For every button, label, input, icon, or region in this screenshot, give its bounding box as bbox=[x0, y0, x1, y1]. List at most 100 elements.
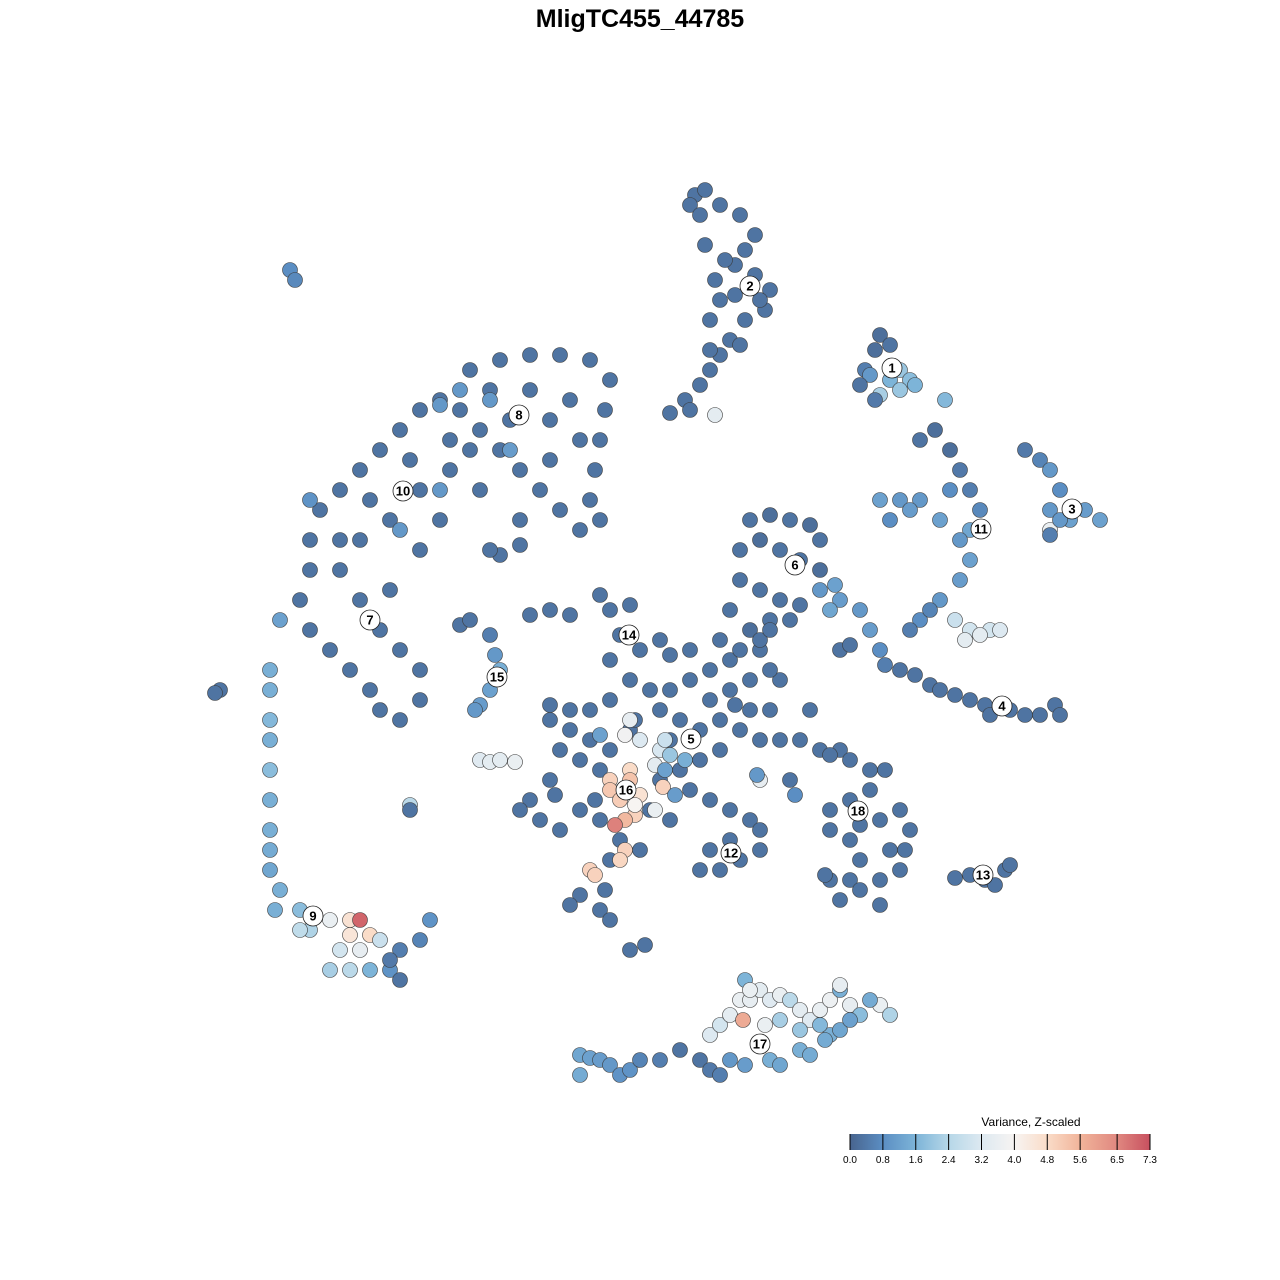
data-point bbox=[757, 1017, 773, 1033]
cluster-label-text: 3 bbox=[1068, 502, 1075, 517]
data-point bbox=[702, 842, 718, 858]
data-point bbox=[772, 1057, 788, 1073]
data-point bbox=[462, 612, 478, 628]
cluster-label-badge bbox=[784, 554, 806, 576]
data-point bbox=[412, 402, 428, 418]
data-point bbox=[602, 912, 618, 928]
data-point bbox=[752, 732, 768, 748]
data-point bbox=[512, 512, 528, 528]
data-point bbox=[902, 502, 918, 518]
data-point bbox=[412, 932, 428, 948]
data-point bbox=[772, 732, 788, 748]
cluster-label-badge bbox=[991, 695, 1013, 717]
data-point bbox=[682, 672, 698, 688]
cluster-label-8: 8 bbox=[508, 404, 530, 426]
legend-tick-label: 3.2 bbox=[975, 1155, 989, 1166]
data-point bbox=[862, 622, 878, 638]
data-point bbox=[692, 752, 708, 768]
data-point bbox=[772, 1012, 788, 1028]
data-point bbox=[1032, 452, 1048, 468]
data-point bbox=[782, 612, 798, 628]
data-point bbox=[892, 862, 908, 878]
data-point bbox=[962, 482, 978, 498]
data-point bbox=[652, 1052, 668, 1068]
data-point bbox=[752, 532, 768, 548]
color-legend: Variance, Z-scaled 0.0 0.8 1.6 2.4 3.2 4.0 4.8… bbox=[843, 1115, 1157, 1166]
data-point bbox=[322, 912, 338, 928]
data-point bbox=[542, 697, 558, 713]
data-point bbox=[332, 482, 348, 498]
data-point bbox=[702, 362, 718, 378]
data-point bbox=[852, 602, 868, 618]
cluster-label-badge bbox=[680, 728, 702, 750]
data-point bbox=[1042, 462, 1058, 478]
data-point bbox=[912, 612, 928, 628]
data-point bbox=[322, 642, 338, 658]
data-point bbox=[562, 897, 578, 913]
data-point bbox=[582, 702, 598, 718]
data-point bbox=[572, 1067, 588, 1083]
data-point bbox=[717, 252, 733, 268]
legend-tick-label: 2.4 bbox=[942, 1155, 956, 1166]
data-point bbox=[662, 682, 678, 698]
data-point bbox=[692, 377, 708, 393]
data-point bbox=[582, 492, 598, 508]
data-point bbox=[842, 752, 858, 768]
data-point bbox=[362, 962, 378, 978]
data-point bbox=[702, 692, 718, 708]
cluster-label-2: 2 bbox=[739, 275, 761, 297]
data-point bbox=[892, 382, 908, 398]
legend-tick-label: 5.6 bbox=[1073, 1155, 1087, 1166]
data-point bbox=[952, 572, 968, 588]
data-point bbox=[752, 842, 768, 858]
data-point bbox=[747, 227, 763, 243]
data-point bbox=[512, 537, 528, 553]
cluster-label-text: 1 bbox=[888, 361, 895, 376]
cluster-label-text: 8 bbox=[515, 408, 522, 423]
data-point bbox=[655, 779, 671, 795]
data-point bbox=[657, 762, 673, 778]
data-point bbox=[712, 1067, 728, 1083]
data-point bbox=[992, 622, 1008, 638]
data-point bbox=[902, 622, 918, 638]
cluster-label-13: 13 bbox=[972, 864, 994, 886]
data-point bbox=[262, 732, 278, 748]
data-point bbox=[822, 602, 838, 618]
data-point bbox=[532, 482, 548, 498]
data-point bbox=[1017, 442, 1033, 458]
data-point bbox=[732, 337, 748, 353]
data-point bbox=[762, 507, 778, 523]
data-point bbox=[947, 870, 963, 886]
data-point bbox=[572, 802, 588, 818]
legend-tick-label: 7.3 bbox=[1143, 1155, 1157, 1166]
data-point bbox=[1052, 512, 1068, 528]
cluster-label-text: 16 bbox=[619, 783, 633, 798]
data-point bbox=[302, 562, 318, 578]
data-point bbox=[732, 642, 748, 658]
data-point bbox=[582, 352, 598, 368]
data-point bbox=[852, 882, 868, 898]
data-point bbox=[802, 702, 818, 718]
data-point bbox=[792, 597, 808, 613]
data-point bbox=[602, 372, 618, 388]
data-point bbox=[507, 754, 523, 770]
data-point bbox=[522, 607, 538, 623]
data-point bbox=[662, 747, 678, 763]
data-point bbox=[432, 512, 448, 528]
data-point bbox=[342, 962, 358, 978]
cluster-label-badge bbox=[615, 779, 637, 801]
data-point bbox=[562, 702, 578, 718]
data-point bbox=[542, 772, 558, 788]
data-point bbox=[352, 912, 368, 928]
cluster-label-badge bbox=[359, 609, 381, 631]
data-point bbox=[872, 812, 888, 828]
data-point bbox=[732, 207, 748, 223]
data-point bbox=[882, 512, 898, 528]
data-point bbox=[727, 287, 743, 303]
data-point bbox=[697, 237, 713, 253]
cluster-label-badge bbox=[618, 624, 640, 646]
data-point bbox=[442, 432, 458, 448]
data-point bbox=[647, 802, 663, 818]
cluster-label-text: 14 bbox=[622, 628, 637, 643]
data-point bbox=[207, 685, 223, 701]
